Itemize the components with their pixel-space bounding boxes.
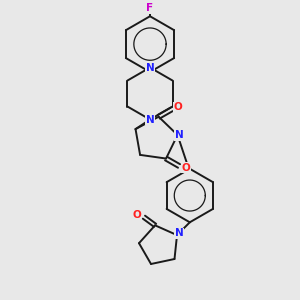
Text: O: O [174,103,183,112]
Text: N: N [175,228,183,238]
Text: F: F [146,3,154,13]
Text: O: O [132,210,141,220]
Text: N: N [146,62,154,73]
Text: O: O [182,163,190,173]
Text: N: N [146,115,154,124]
Text: N: N [175,130,184,140]
